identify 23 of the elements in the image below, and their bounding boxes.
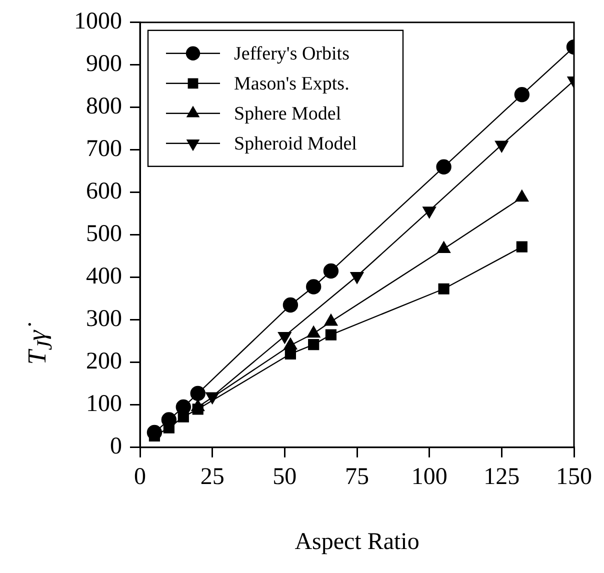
legend-label: Mason's Expts.: [234, 73, 350, 94]
x-tick-label: 50: [272, 464, 297, 490]
x-tick-label: 125: [484, 464, 520, 490]
y-tick-label: 1000: [74, 8, 122, 35]
y-tick-label: 800: [86, 94, 122, 120]
x-axis-title: Aspect Ratio: [294, 528, 420, 555]
x-tick-label: 0: [134, 464, 146, 490]
y-tick-label: 400: [86, 264, 122, 290]
legend-label: Spheroid Model: [234, 133, 357, 154]
y-tick-label: 0: [110, 434, 122, 460]
x-tick-label: 150: [556, 464, 592, 490]
x-tick-label: 75: [345, 464, 369, 490]
x-tick-label: 100: [411, 464, 448, 490]
legend-label: Jeffery's Orbits: [234, 43, 350, 64]
y-tick-label: 600: [86, 178, 122, 205]
y-tick-label: 900: [86, 51, 122, 78]
y-tick-label: 700: [86, 136, 122, 162]
y-tick-label: 500: [86, 221, 122, 248]
y-tick-label: 100: [86, 391, 122, 418]
y-tick-label: 200: [86, 348, 122, 375]
legend-label: Sphere Model: [234, 103, 342, 124]
x-tick-label: 25: [200, 464, 224, 490]
y-tick-label: 300: [86, 306, 122, 332]
